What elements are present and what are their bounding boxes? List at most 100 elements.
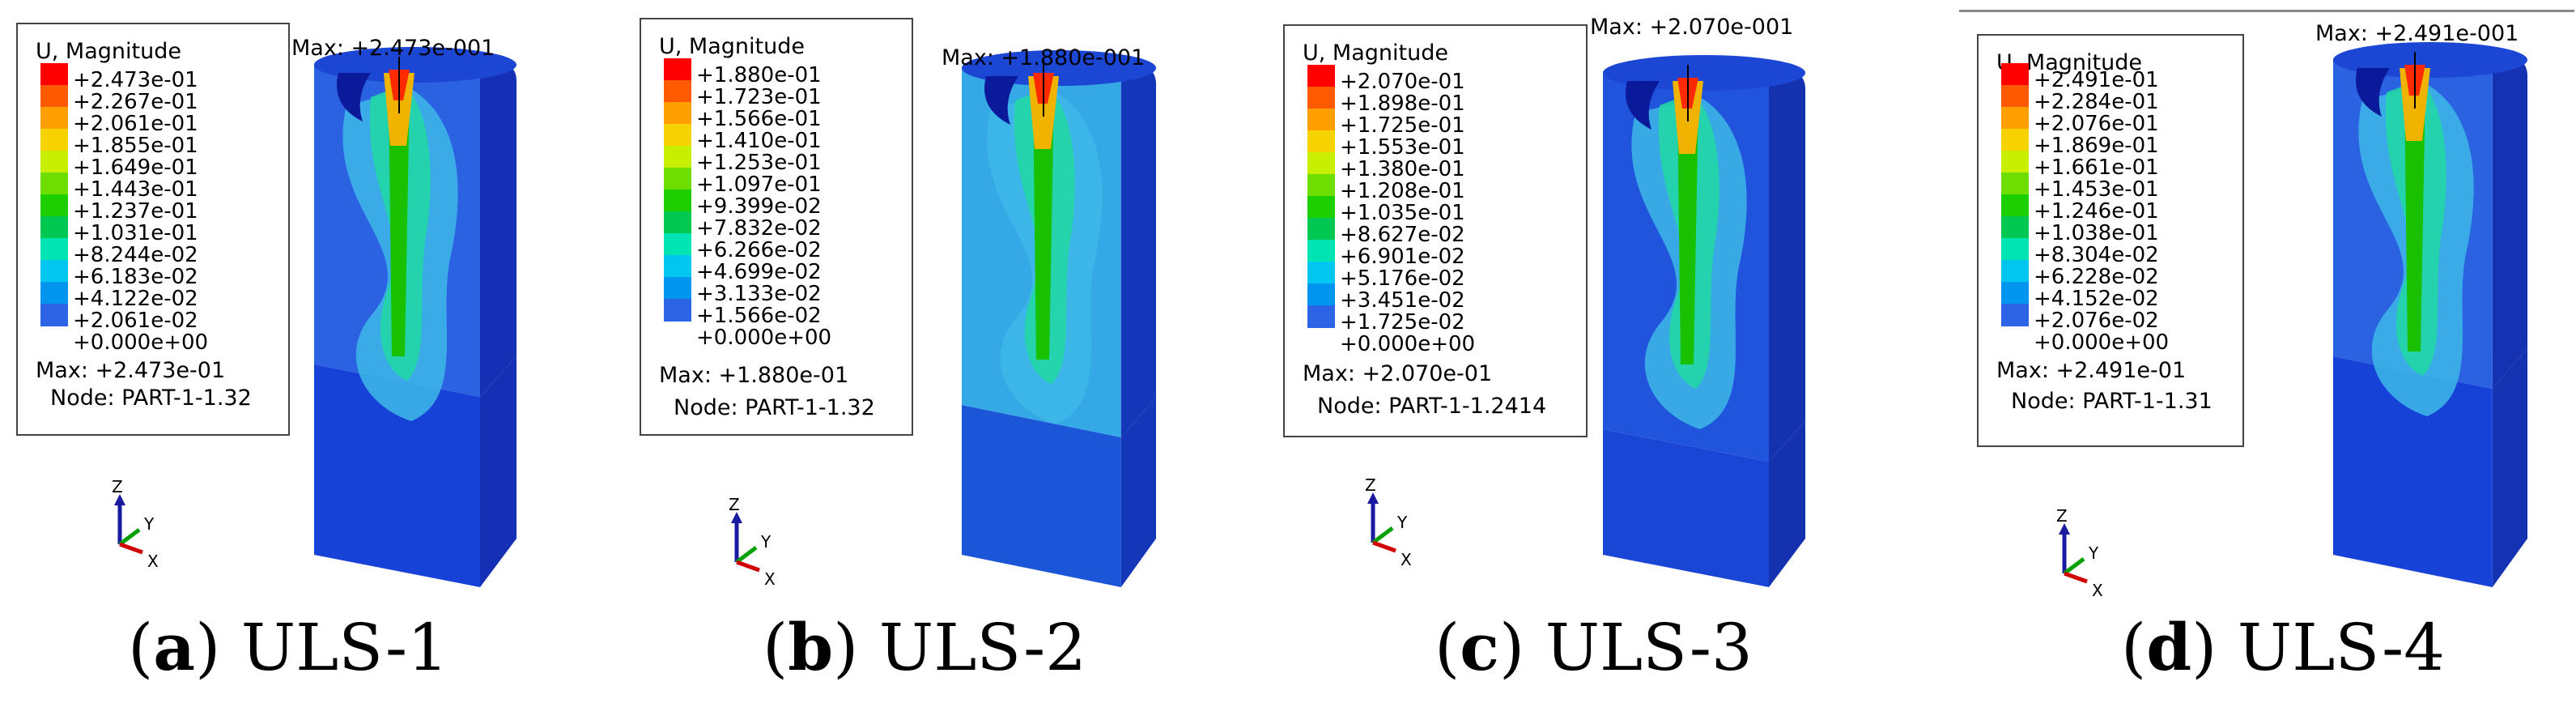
axis-label-z: Z [1365,475,1376,495]
legend-swatch [1307,240,1335,262]
legend-max-value: Max: +1.880e-01 [659,363,849,388]
axis-triad: ZYX [2056,506,2103,600]
contour-band-green [2404,84,2425,352]
legend-swatch [664,211,691,234]
legend-tick-label: +3.133e-02 [696,282,822,306]
x-axis-arrow [2064,571,2088,584]
dark-notch [337,73,371,121]
legend-swatch [664,277,691,300]
legend-node-id: Node: PART-1-1.32 [674,395,875,420]
legend-swatch [1307,218,1335,241]
z-arrow-head [1367,492,1379,504]
lower-block [1603,429,1769,587]
legend-tick-label: +1.038e-01 [2034,221,2159,245]
caption-text: ULS-3 [1545,610,1753,685]
legend-swatch [664,168,691,190]
caption-text: ULS-2 [878,610,1087,685]
legend-swatch [1307,130,1335,153]
legend-box-c: U, Magnitude +2.070e-01 +1.898e-01 +1.725e-… [1283,24,1588,437]
legend-swatch [1307,87,1335,109]
legend-tick-label: +2.076e-02 [2034,309,2159,333]
caption-text: ULS-1 [240,610,448,685]
legend-tick-label: +1.031e-01 [73,221,198,245]
caption-text: ULS-4 [2237,610,2446,685]
legend-swatch [2001,129,2029,151]
legend-tick-label: +1.869e-01 [2034,134,2159,158]
legend-tick-label: +6.266e-02 [696,238,822,262]
legend-swatch [40,260,68,283]
y-axis-arrow [1371,526,1394,544]
axis-label-x: X [147,552,159,571]
legend-tick-label: +1.453e-01 [2034,177,2159,202]
legend-swatch [664,58,691,81]
legend-swatch [2001,282,2029,305]
legend-swatch [40,63,68,86]
lower-side-face [1769,421,1805,587]
legend-swatch [2001,173,2029,195]
legend-tick-label: +7.832e-02 [696,216,822,241]
legend-swatch [40,107,68,130]
legend-tick-label: +2.491e-01 [2034,68,2159,92]
legend-tick-label: +1.725e-02 [1340,310,1465,334]
legend-swatch [2001,151,2029,173]
legend-tick-label: +1.097e-01 [696,173,822,197]
z-arrow-head [2059,523,2070,535]
legend-swatch [1307,174,1335,197]
max-annotation: Max: +2.491e-001 [2315,21,2519,46]
legend-tick-label: +1.553e-01 [1340,135,1465,160]
lower-block [2333,356,2493,587]
legend-swatch [40,85,68,108]
axis-label-y: Y [143,514,155,534]
max-annotation: Max: +2.070e-001 [1590,15,1794,40]
legend-tick-label: +1.380e-01 [1340,157,1465,181]
legend-swatch [1307,262,1335,284]
dark-notch [1626,81,1660,130]
legend-tick-label: +1.253e-01 [696,151,822,175]
axis-label-y: Y [760,532,772,552]
legend-tick-label: +1.208e-01 [1340,179,1465,203]
dark-notch [2356,68,2390,117]
legend-tick-label: +6.901e-02 [1340,245,1465,269]
legend-tick-label: +9.399e-02 [696,194,822,219]
legend-tick-label: +1.661e-01 [2034,156,2159,180]
legend-swatch [664,255,691,278]
legend-tick-label: +4.122e-02 [73,287,198,311]
legend-tick-label: +1.035e-01 [1340,201,1465,225]
legend-tick-label: +2.284e-01 [2034,90,2159,114]
legend-tick-label: +1.880e-01 [696,63,822,87]
contour-band-green [389,89,410,356]
legend-swatch [1307,305,1335,328]
legend-tick-label: +1.649e-01 [73,156,198,180]
legend-tick-label: +8.627e-02 [1340,223,1465,247]
legend-tick-label: +6.183e-02 [73,265,198,289]
legend-tick-label: +2.473e-01 [73,68,198,92]
upper-side-face [1769,70,1805,462]
legend-tick-label: +1.410e-01 [696,129,822,153]
legend-tick-label: +1.723e-01 [696,85,822,109]
legend-tick-label: +1.566e-01 [696,107,822,131]
y-axis-arrow [118,528,141,546]
legend-swatch [2001,260,2029,283]
legend-title: U, Magnitude [36,39,181,64]
legend-tick-label: +2.061e-01 [73,112,198,136]
legend-tick-label: +1.898e-01 [1340,92,1465,116]
legend-tick-label: +3.451e-02 [1340,288,1465,313]
legend-tick-label: +4.152e-02 [2034,287,2159,311]
legend-tick-label: +1.725e-01 [1340,113,1465,138]
legend-tick-label: +1.855e-01 [73,134,198,158]
max-annotation: Max: +1.880e-001 [942,45,1146,70]
legend-max-value: Max: +2.070e-01 [1303,361,1493,386]
legend-swatch [40,151,68,173]
y-axis-arrow [2063,557,2085,575]
legend-swatch [40,282,68,305]
legend-tick-label: +1.246e-01 [2034,199,2159,224]
caption-letter: c [1460,609,1499,685]
panel-caption-d: (d) ULS-4 [2121,609,2446,685]
legend-box-d: U, Magnitude +2.491e-01 +2.284e-01 +2.076e-… [1977,34,2244,447]
legend-tick-label: +0.000e+00 [696,326,832,350]
legend-swatch [664,102,691,125]
upper-side-face [480,62,516,397]
legend-title: U, Magnitude [659,34,805,59]
